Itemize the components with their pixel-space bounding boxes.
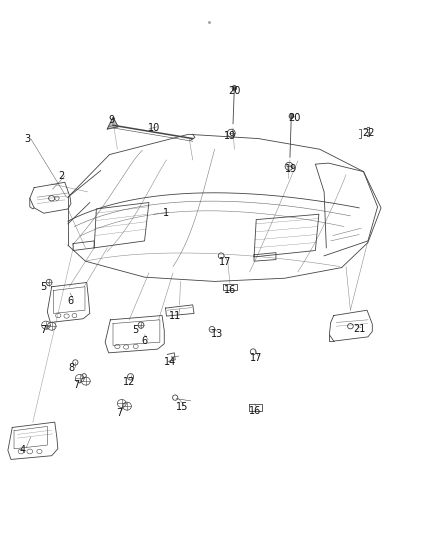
Text: 20: 20 [228, 86, 240, 95]
Text: 16: 16 [224, 286, 236, 295]
Text: 13: 13 [211, 329, 223, 338]
Text: 22: 22 [363, 128, 375, 138]
Text: 2: 2 [58, 171, 64, 181]
Text: 11: 11 [169, 311, 181, 320]
Text: 1: 1 [163, 208, 170, 218]
Text: 10: 10 [148, 123, 160, 133]
Text: 6: 6 [141, 336, 148, 346]
Text: 7: 7 [116, 408, 122, 418]
Text: 9: 9 [109, 115, 115, 125]
Text: 12: 12 [123, 377, 135, 386]
Text: 7: 7 [41, 326, 47, 335]
Text: 4: 4 [20, 446, 26, 455]
Ellipse shape [289, 114, 293, 118]
Text: 17: 17 [250, 353, 262, 363]
Text: 5: 5 [133, 326, 139, 335]
Text: 14: 14 [164, 358, 176, 367]
Ellipse shape [232, 85, 237, 90]
Text: 6: 6 [67, 296, 73, 306]
Text: 8: 8 [69, 363, 75, 373]
Polygon shape [107, 117, 118, 129]
Text: 17: 17 [219, 257, 232, 267]
Text: 5: 5 [41, 282, 47, 292]
Text: 7: 7 [74, 380, 80, 390]
Text: 16: 16 [249, 407, 261, 416]
Text: 20: 20 [288, 114, 300, 123]
Text: 19: 19 [285, 165, 297, 174]
Text: 15: 15 [176, 402, 188, 412]
Text: 3: 3 [24, 134, 30, 143]
Text: 21: 21 [353, 325, 365, 334]
Text: 19: 19 [224, 131, 236, 141]
